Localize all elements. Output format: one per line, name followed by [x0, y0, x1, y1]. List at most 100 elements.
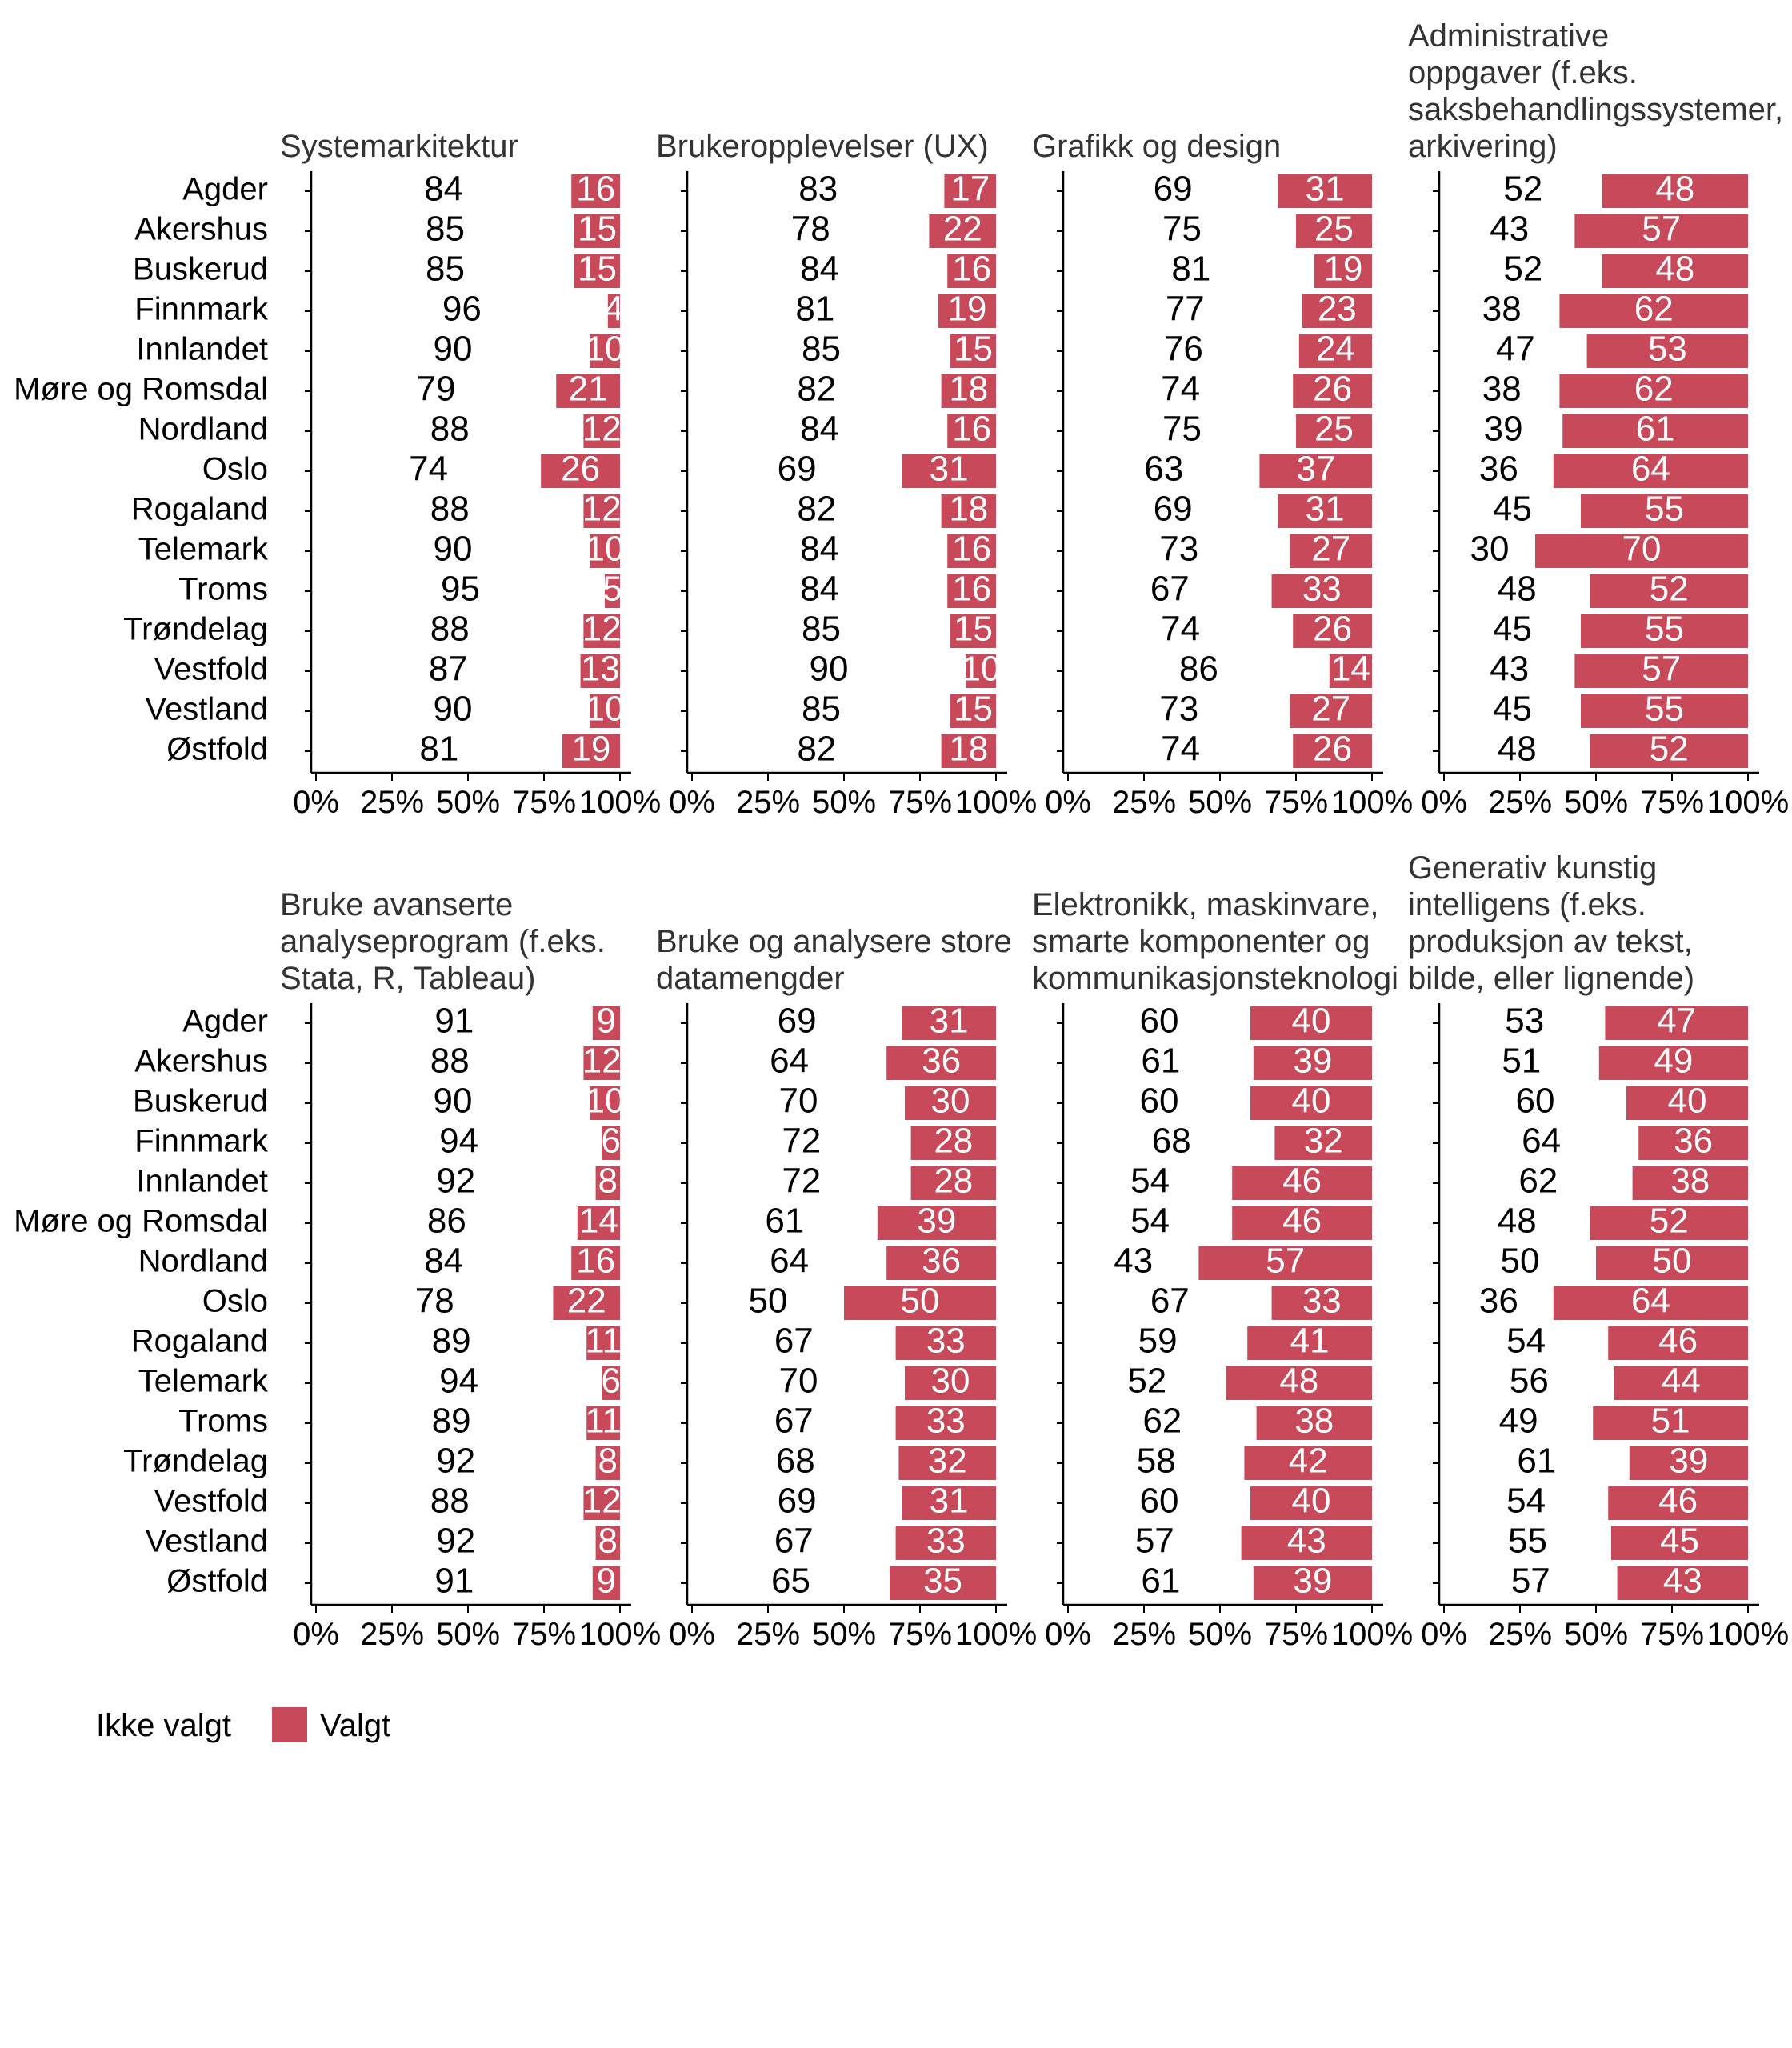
bar-valgt — [1617, 1566, 1748, 1600]
value-label-valgt: 16 — [576, 1242, 615, 1281]
bar-ikke-valgt — [316, 454, 542, 488]
value-label-ikke-valgt: 45 — [1493, 610, 1532, 649]
value-label-valgt: 16 — [952, 250, 991, 289]
county-label: Nordland — [138, 412, 268, 447]
bar-ikke-valgt — [1444, 174, 1602, 208]
bar-valgt — [1293, 614, 1372, 648]
value-label-valgt: 48 — [1655, 250, 1694, 289]
x-tick-label: 75% — [1264, 785, 1328, 820]
value-label-ikke-valgt: 72 — [782, 1122, 821, 1161]
bar-valgt — [890, 1566, 996, 1600]
value-label-valgt: 39 — [1293, 1562, 1332, 1601]
x-tick-label: 75% — [888, 1617, 952, 1652]
bar-valgt — [1608, 1326, 1748, 1360]
value-label-valgt: 62 — [1634, 370, 1674, 409]
value-label-valgt: 36 — [922, 1042, 961, 1081]
bar-valgt — [895, 1526, 996, 1560]
value-label-valgt: 10 — [962, 650, 1001, 689]
bar-valgt — [1590, 574, 1748, 608]
value-label-ikke-valgt: 77 — [1166, 290, 1205, 329]
bar-ikke-valgt — [692, 414, 948, 448]
county-label: Oslo — [202, 1284, 268, 1319]
county-label: Møre og Romsdal — [14, 1204, 268, 1239]
value-label-valgt: 26 — [1313, 370, 1352, 409]
bar-ikke-valgt — [1444, 1166, 1633, 1200]
value-label-ikke-valgt: 73 — [1159, 530, 1198, 569]
value-label-ikke-valgt: 69 — [1154, 170, 1193, 209]
facet-panel: Systemarkitektur 84 16 85 15 85 15 96 4 90 10 79 21 8… — [280, 129, 661, 820]
bar-ikke-valgt — [1068, 214, 1296, 248]
value-label-valgt: 19 — [947, 290, 986, 329]
value-label-valgt: 10 — [586, 530, 625, 569]
value-label-valgt: 39 — [917, 1202, 956, 1241]
value-label-ikke-valgt: 67 — [1150, 1282, 1190, 1321]
value-label-valgt: 64 — [1631, 450, 1670, 489]
value-label-ikke-valgt: 75 — [1162, 410, 1202, 449]
facet-title: intelligens (f.eks. — [1408, 887, 1646, 922]
value-label-ikke-valgt: 84 — [800, 570, 839, 609]
bar-valgt — [902, 454, 996, 488]
bar-ikke-valgt — [316, 1206, 578, 1240]
value-label-ikke-valgt: 36 — [1479, 450, 1518, 489]
bar-ikke-valgt — [1068, 334, 1299, 368]
bar-ikke-valgt — [316, 1046, 584, 1080]
value-label-valgt: 28 — [934, 1162, 973, 1201]
value-label-ikke-valgt: 90 — [810, 650, 849, 689]
bar-ikke-valgt — [1444, 254, 1602, 288]
bar-valgt — [905, 1086, 996, 1120]
value-label-valgt: 12 — [582, 490, 622, 529]
value-label-ikke-valgt: 49 — [1499, 1402, 1538, 1441]
bar-ikke-valgt — [316, 1166, 596, 1200]
value-label-ikke-valgt: 39 — [1484, 410, 1523, 449]
bar-valgt — [938, 294, 996, 328]
county-label: Agder — [182, 1004, 268, 1039]
x-tick-label: 0% — [1421, 785, 1467, 820]
bar-valgt — [1562, 414, 1748, 448]
bar-ikke-valgt — [1444, 1046, 1599, 1080]
value-label-ikke-valgt: 90 — [434, 1082, 473, 1121]
value-label-ikke-valgt: 54 — [1130, 1202, 1170, 1241]
bar-ikke-valgt — [1068, 1206, 1233, 1240]
bar-ikke-valgt — [1444, 334, 1587, 368]
county-label: Akershus — [134, 1044, 268, 1079]
bar-ikke-valgt — [692, 1286, 844, 1320]
value-label-ikke-valgt: 87 — [429, 650, 468, 689]
bar-ikke-valgt — [1068, 614, 1294, 648]
value-label-valgt: 27 — [1311, 530, 1350, 569]
value-label-ikke-valgt: 43 — [1490, 210, 1529, 249]
bar-valgt — [1559, 294, 1748, 328]
bar-valgt — [1274, 1126, 1372, 1160]
bar-ikke-valgt — [1068, 654, 1330, 688]
value-label-valgt: 31 — [930, 1482, 969, 1521]
value-label-valgt: 46 — [1282, 1202, 1322, 1241]
value-label-valgt: 10 — [586, 1082, 625, 1121]
bar-valgt — [574, 254, 620, 288]
bar-ikke-valgt — [1068, 374, 1294, 408]
value-label-ikke-valgt: 86 — [1179, 650, 1218, 689]
bar-ikke-valgt — [1444, 214, 1575, 248]
bar-ikke-valgt — [692, 1206, 878, 1240]
county-axis: Agder Akershus Buskerud Finnmark Innlandet Mø… — [14, 1004, 269, 1599]
bar-valgt — [947, 534, 996, 568]
value-label-valgt: 31 — [1306, 490, 1345, 529]
bar-ikke-valgt — [1444, 1406, 1594, 1440]
bar-ikke-valgt — [1068, 294, 1302, 328]
x-tick-label: 25% — [360, 1617, 424, 1652]
bar-ikke-valgt — [692, 614, 950, 648]
value-label-valgt: 38 — [1294, 1402, 1334, 1441]
x-tick-label: 100% — [579, 785, 661, 820]
bar-ikke-valgt — [1444, 1286, 1554, 1320]
bar-valgt — [1553, 454, 1748, 488]
value-label-valgt: 55 — [1645, 490, 1684, 529]
bar-ikke-valgt — [1068, 454, 1260, 488]
bar-ikke-valgt — [1444, 654, 1575, 688]
value-label-ikke-valgt: 81 — [1171, 250, 1210, 289]
value-label-ikke-valgt: 69 — [778, 1002, 817, 1041]
legend: Ikke valgt Valgt — [96, 1707, 390, 1743]
county-label: Troms — [178, 1404, 268, 1439]
bar-valgt — [595, 1446, 620, 1480]
bar-ikke-valgt — [692, 214, 930, 248]
